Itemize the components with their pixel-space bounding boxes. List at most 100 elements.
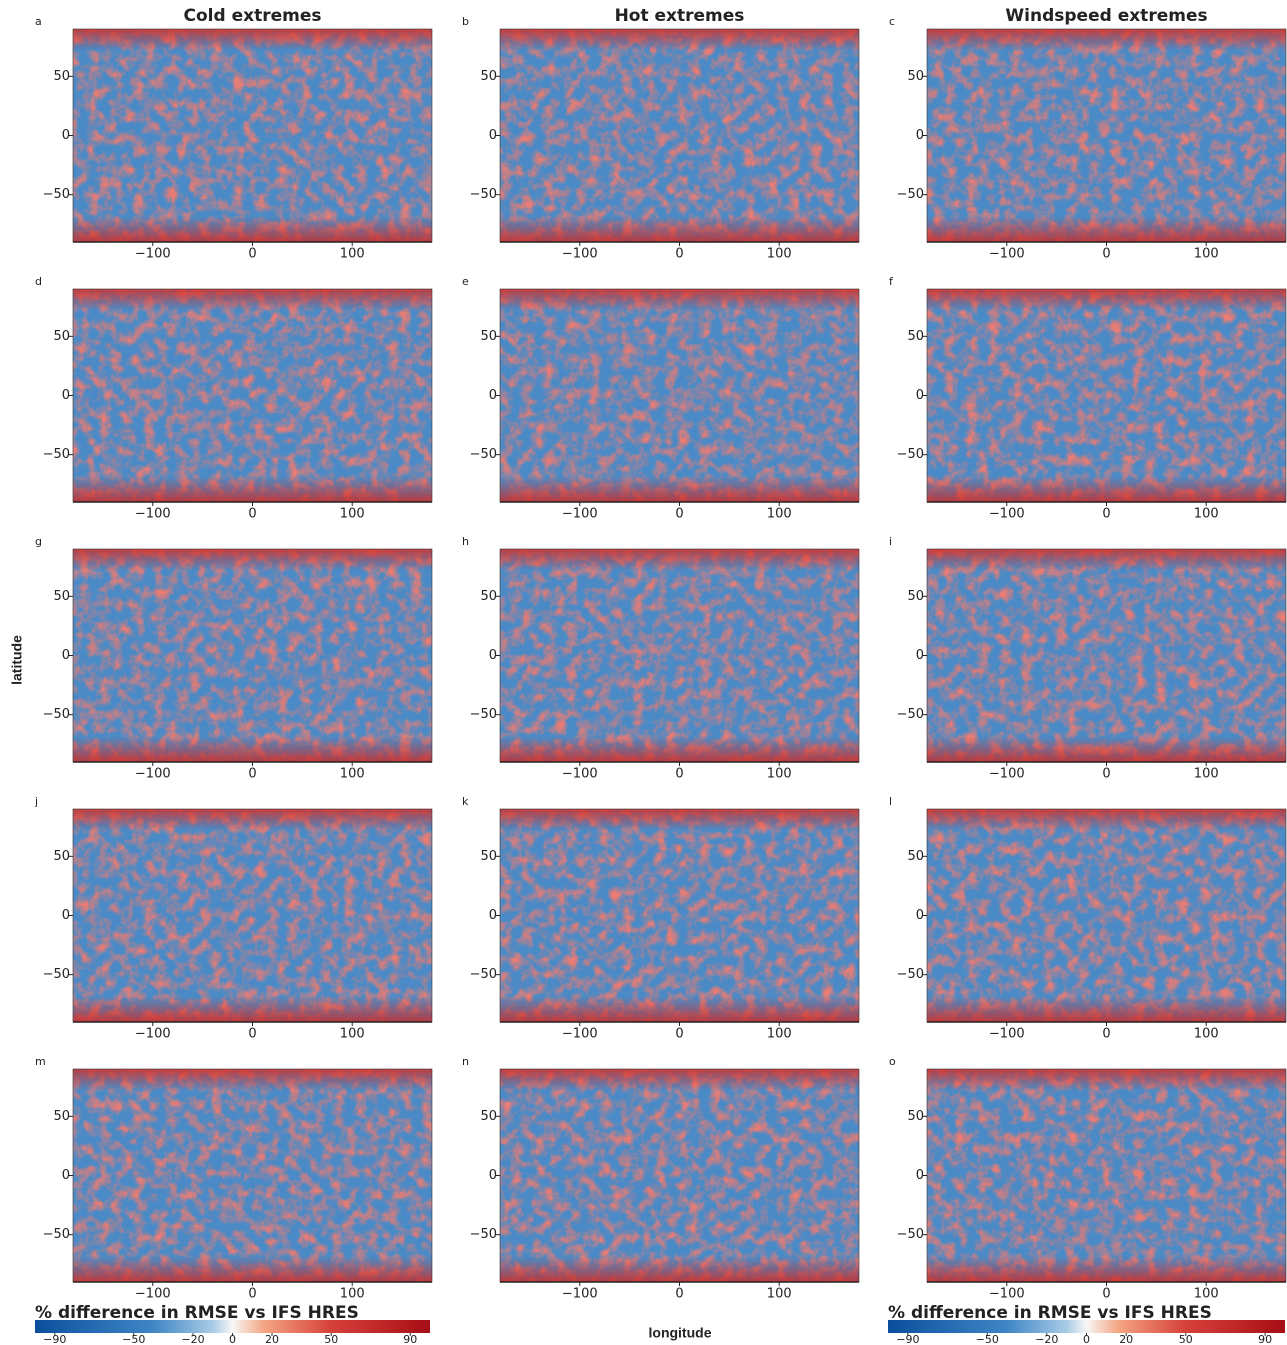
colorbar-tick-label: −50 <box>976 1333 999 1345</box>
polar-band <box>927 809 1286 1022</box>
y-tick-label: −50 <box>897 967 924 982</box>
y-tick-label: −50 <box>897 707 924 722</box>
x-tick-label: −100 <box>562 1027 598 1042</box>
polar-band <box>73 289 432 502</box>
x-tick-label: 0 <box>248 1287 256 1302</box>
panel-label: n <box>462 1055 469 1068</box>
x-tick-label: 0 <box>248 767 256 782</box>
x-tick-label: 100 <box>767 1287 792 1302</box>
x-tick-label: −100 <box>562 507 598 522</box>
panel-label: m <box>35 1055 46 1068</box>
x-tick-label: −100 <box>562 1287 598 1302</box>
panel-label: k <box>462 795 469 808</box>
column-title: Hot extremes <box>615 6 745 26</box>
x-tick-label: 100 <box>340 507 365 522</box>
colorbar-tick-label: 20 <box>265 1333 279 1345</box>
x-tick-label: −100 <box>135 1027 171 1042</box>
y-tick-label: 0 <box>62 388 70 403</box>
colorbar: % difference in RMSE vs IFS HRES−90−50−2… <box>35 1303 430 1345</box>
x-tick-label: 100 <box>340 1287 365 1302</box>
x-tick-label: 100 <box>767 1027 792 1042</box>
x-tick-label: 100 <box>1194 507 1219 522</box>
x-tick-label: 0 <box>675 1287 683 1302</box>
x-tick-label: −100 <box>135 1287 171 1302</box>
y-tick-label: −50 <box>43 1227 70 1242</box>
y-tick-label: −50 <box>43 447 70 462</box>
panel-label: f <box>889 275 894 288</box>
colorbar-tick-label: −20 <box>1035 1333 1058 1345</box>
polar-band <box>500 1069 859 1282</box>
column-title: Cold extremes <box>184 6 322 26</box>
colorbar-tick-label: 0 <box>1083 1333 1090 1345</box>
y-tick-label: 0 <box>62 1168 70 1183</box>
polar-band <box>73 29 432 242</box>
y-tick-label: 0 <box>916 908 924 923</box>
y-tick-label: −50 <box>897 187 924 202</box>
polar-band <box>927 1069 1286 1282</box>
map-panel: o−1000100−50050 <box>889 1055 1286 1302</box>
colorbar-tick-label: 0 <box>229 1333 236 1345</box>
x-tick-label: 0 <box>1102 247 1110 262</box>
colorbar-gradient <box>35 1320 430 1333</box>
x-tick-label: 100 <box>767 767 792 782</box>
column-title: Windspeed extremes <box>1005 6 1207 26</box>
x-tick-label: 0 <box>675 767 683 782</box>
panel-label: j <box>34 795 38 808</box>
y-tick-label: 50 <box>53 1109 70 1124</box>
y-tick-label: −50 <box>470 187 497 202</box>
x-tick-label: 100 <box>767 507 792 522</box>
x-tick-label: 0 <box>248 247 256 262</box>
x-tick-label: 0 <box>675 507 683 522</box>
panel-label: o <box>889 1055 896 1068</box>
x-tick-label: −100 <box>989 247 1025 262</box>
y-tick-label: 50 <box>53 589 70 604</box>
panel-label: h <box>462 535 469 548</box>
map-panel: m −100 0 100 −50 0 50 <box>35 1055 432 1302</box>
y-tick-label: 50 <box>480 589 497 604</box>
polar-band <box>927 549 1286 762</box>
y-tick-label: 0 <box>62 648 70 663</box>
y-tick-label: 0 <box>489 388 497 403</box>
polar-band <box>73 809 432 1022</box>
y-tick-label: 0 <box>916 1168 924 1183</box>
x-tick-label: 100 <box>1194 767 1219 782</box>
y-tick-label: 0 <box>489 908 497 923</box>
y-tick-label: −50 <box>470 1227 497 1242</box>
colorbar-tick-label: 20 <box>1119 1333 1133 1345</box>
y-tick-label: −50 <box>897 1227 924 1242</box>
y-tick-label: −50 <box>43 707 70 722</box>
colorbar-gradient <box>888 1320 1285 1333</box>
y-tick-label: 50 <box>53 69 70 84</box>
x-tick-label: 0 <box>675 247 683 262</box>
panel-label: l <box>889 795 892 808</box>
polar-band <box>500 289 859 502</box>
x-tick-label: 0 <box>248 1027 256 1042</box>
x-tick-label: 100 <box>1194 247 1219 262</box>
x-tick-label: −100 <box>989 1027 1025 1042</box>
panel-label: d <box>35 275 42 288</box>
polar-band <box>500 29 859 242</box>
x-axis-label: longitude <box>649 1325 712 1341</box>
y-tick-label: 0 <box>62 908 70 923</box>
colorbar-tick-label: −50 <box>122 1333 145 1345</box>
colorbar-tick-label: 90 <box>1258 1333 1272 1345</box>
x-tick-label: 100 <box>1194 1027 1219 1042</box>
y-axis-label: latitude <box>9 635 25 685</box>
colorbar-tick-label: 90 <box>403 1333 417 1345</box>
panel-label: c <box>889 15 895 28</box>
y-tick-label: 50 <box>53 329 70 344</box>
x-tick-label: 0 <box>675 1027 683 1042</box>
colorbar-tick-label: −20 <box>181 1333 204 1345</box>
y-tick-label: −50 <box>897 447 924 462</box>
y-tick-label: 0 <box>916 388 924 403</box>
y-tick-label: 0 <box>916 648 924 663</box>
y-tick-label: −50 <box>470 707 497 722</box>
